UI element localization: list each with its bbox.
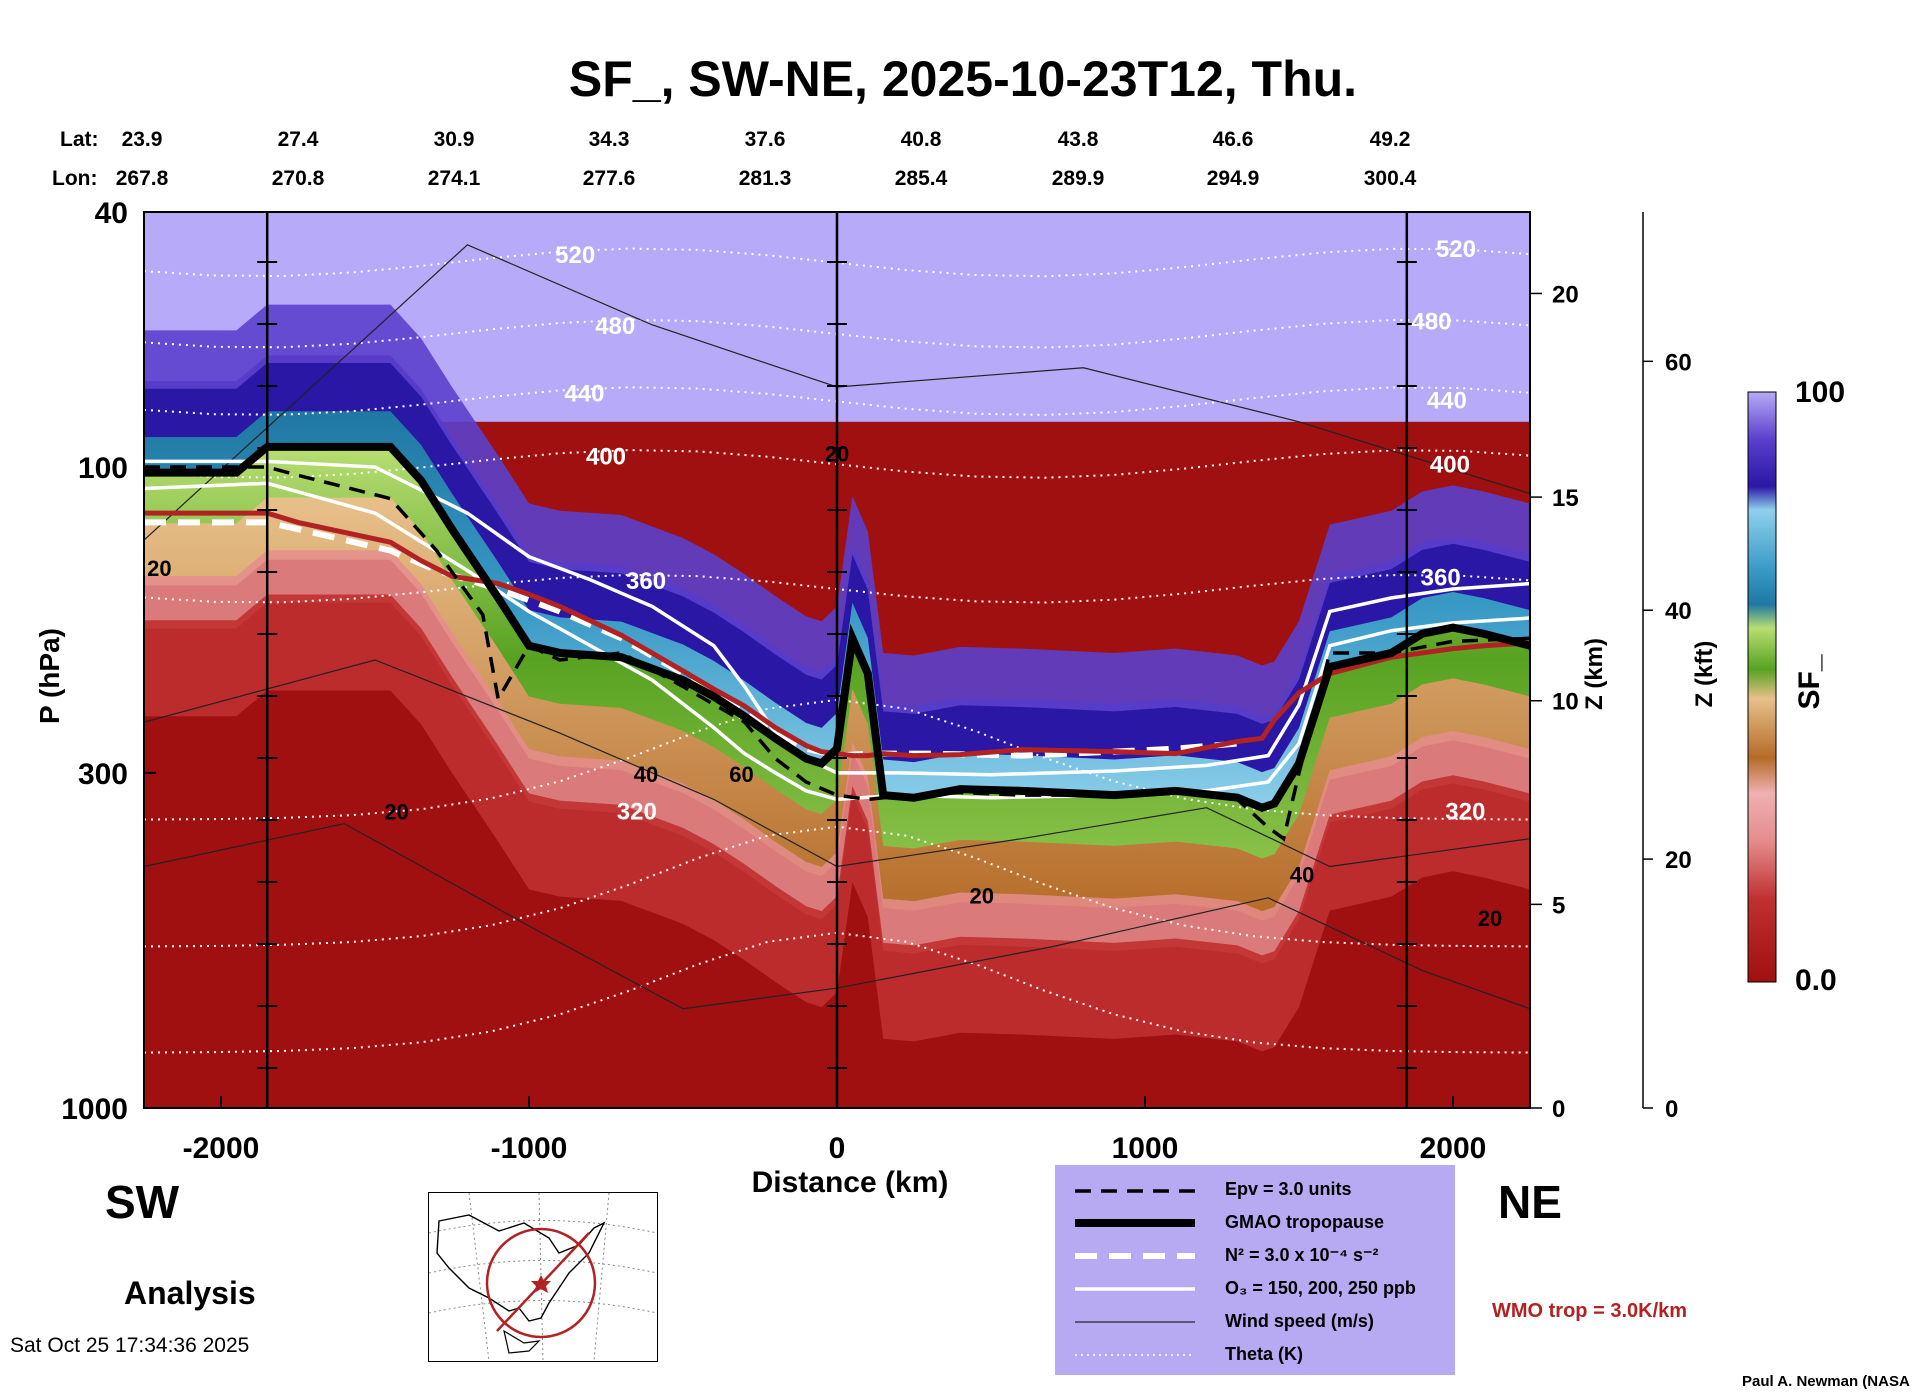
- credit: Paul A. Newman (NASA: [1742, 1373, 1910, 1390]
- n2-line: [144, 519, 1238, 759]
- lon-value: 294.9: [1207, 167, 1260, 190]
- y-tick-label: 100: [78, 452, 128, 485]
- zkft-tick-label: 60: [1665, 349, 1692, 376]
- lon-value: 277.6: [583, 167, 636, 190]
- lat-header: Lat:: [60, 128, 99, 151]
- theta-label: 400: [586, 443, 626, 470]
- theta-contour: [144, 931, 1530, 1054]
- lat-value: 46.6: [1213, 128, 1254, 151]
- legend-item: Theta (K): [1075, 1344, 1303, 1364]
- analysis-label: Analysis: [124, 1275, 256, 1311]
- legend-item: Epv = 3.0 units: [1075, 1179, 1352, 1199]
- x-tick-label: -2000: [183, 1132, 260, 1165]
- lat-value: 43.8: [1058, 128, 1099, 151]
- theta-label: 520: [555, 242, 595, 269]
- theta-contour: [144, 825, 1530, 948]
- legend-item: GMAO tropopause: [1075, 1212, 1385, 1232]
- lon-value: 274.1: [428, 167, 481, 190]
- lat-value: 37.6: [745, 128, 786, 151]
- y-tick-label: 300: [78, 758, 128, 791]
- inset-map: [428, 1192, 658, 1362]
- legend-item: O₃ = 150, 200, 250 ppb: [1075, 1278, 1416, 1298]
- sw-label: SW: [105, 1176, 180, 1228]
- wmo-note: WMO trop = 3.0K/km: [1492, 1300, 1688, 1322]
- theta-label: 360: [626, 568, 666, 595]
- legend-item: N² = 3.0 x 10⁻⁴ s⁻²: [1075, 1245, 1379, 1265]
- lon-header: Lon:: [52, 167, 97, 190]
- colorbar: [1747, 391, 1777, 983]
- x-tick-label: 1000: [1112, 1132, 1179, 1165]
- x-axis-title: Distance (km): [751, 1166, 949, 1199]
- zkm-tick-label: 5: [1552, 892, 1565, 919]
- lat-value: 27.4: [278, 128, 319, 151]
- y-tick-label: 40: [95, 197, 128, 230]
- timestamp: Sat Oct 25 17:34:36 2025: [10, 1334, 250, 1357]
- y-axis-title: P (hPa): [34, 628, 65, 724]
- zkft-tick-label: 20: [1665, 847, 1692, 874]
- epv-line: [144, 465, 1530, 842]
- wind-label: 20: [384, 800, 408, 825]
- theta-label: 440: [1427, 387, 1467, 414]
- zkm-tick-label: 10: [1552, 689, 1579, 716]
- lon-value: 267.8: [116, 167, 169, 190]
- wind-label: 20: [970, 884, 994, 909]
- wind-label: 20: [147, 556, 171, 581]
- wind-label: 60: [729, 762, 753, 787]
- lon-value: 270.8: [272, 167, 325, 190]
- zkm-tick-label: 20: [1552, 281, 1579, 308]
- theta-label: 400: [1430, 452, 1470, 479]
- legend-item: Wind speed (m/s): [1075, 1311, 1374, 1331]
- ne-label: NE: [1498, 1176, 1562, 1228]
- lat-value: 49.2: [1370, 128, 1411, 151]
- wmo-tropopause-line: [144, 510, 1530, 759]
- lat-value: 40.8: [901, 128, 942, 151]
- wind-label: 20: [825, 441, 849, 466]
- theta-label: 480: [1411, 308, 1451, 335]
- theta-label: 440: [564, 380, 604, 407]
- y-tick-label: 1000: [61, 1093, 128, 1126]
- lat-value: 23.9: [122, 128, 163, 151]
- legend: Epv = 3.0 units GMAO tropopause N² = 3.0…: [1055, 1165, 1455, 1375]
- theta-label: 360: [1421, 564, 1461, 591]
- colorbar-title: SF_: [1793, 654, 1826, 710]
- theta-label: 480: [595, 313, 635, 340]
- theta-label: 320: [1445, 799, 1485, 826]
- x-tick-label: -1000: [491, 1132, 568, 1165]
- colorbar-min: 0.0: [1795, 964, 1837, 997]
- lon-value: 300.4: [1364, 167, 1417, 190]
- x-tick-label: 0: [829, 1132, 846, 1165]
- lon-value: 281.3: [739, 167, 792, 190]
- zkm-tick-label: 15: [1552, 485, 1579, 512]
- chart-title: SF_, SW-NE, 2025-10-23T12, Thu.: [568, 51, 1358, 107]
- colorbar-max: 100: [1795, 376, 1846, 409]
- lon-value: 289.9: [1052, 167, 1105, 190]
- lat-value: 34.3: [589, 128, 630, 151]
- theta-label: 320: [617, 799, 657, 826]
- wind-label: 40: [634, 762, 658, 787]
- theta-contour: [144, 698, 1530, 821]
- lon-value: 285.4: [895, 167, 948, 190]
- map-graphic: [428, 1192, 658, 1362]
- x-tick-label: 2000: [1420, 1132, 1487, 1165]
- wind-label: 20: [1478, 906, 1502, 931]
- lat-value: 30.9: [434, 128, 475, 151]
- zkm-tick-label: 0: [1552, 1096, 1565, 1123]
- z-kft-axis-title: Z (kft): [1691, 640, 1718, 708]
- zkft-tick-label: 0: [1665, 1096, 1678, 1123]
- gmao-tropopause-line: [144, 442, 1530, 812]
- wind-label: 40: [1290, 863, 1314, 888]
- zkft-tick-label: 40: [1665, 598, 1692, 625]
- theta-label: 520: [1436, 236, 1476, 263]
- z-km-axis-title: Z (km): [1581, 638, 1608, 710]
